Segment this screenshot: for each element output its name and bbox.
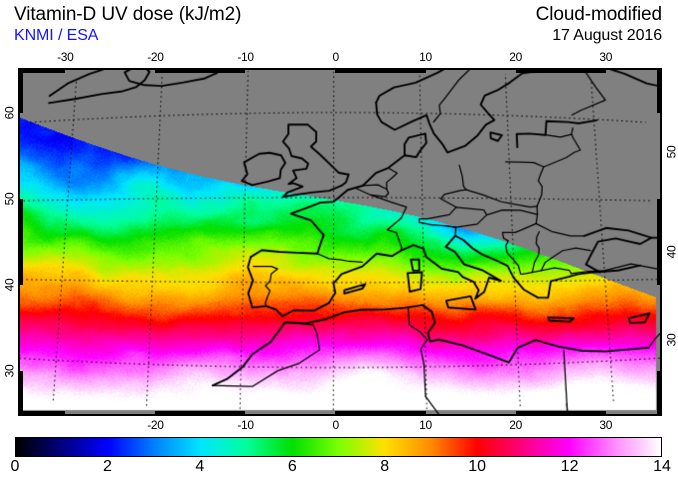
colorbar-ticklabel: 8 — [380, 458, 390, 475]
colorbar-ticklabel: 10 — [468, 458, 487, 475]
axis-tickmark — [657, 70, 662, 113]
axis-tickmark — [18, 70, 23, 113]
header-left-block: Vitamin-D UV dose (kJ/m2) KNMI / ESA — [14, 4, 241, 46]
axis-ticklabel: -10 — [237, 50, 254, 64]
axis-tickmark — [155, 68, 246, 73]
axis-tickmark — [657, 199, 662, 285]
uv-dose-heatmap — [20, 70, 660, 414]
header-right-block: Cloud-modified 17 August 2016 — [536, 4, 662, 46]
colorbar-ticklabel: 12 — [560, 458, 579, 475]
axis-ticklabel: -10 — [237, 418, 254, 432]
axis-tickmark — [335, 68, 426, 73]
page-title: Vitamin-D UV dose (kJ/m2) — [14, 4, 242, 25]
colorbar-ticklabel: 2 — [102, 458, 112, 475]
colorbar-ticklabels: 0 2 4 6 8 10 12 14 — [11, 457, 671, 479]
axis-ticklabel: 50 — [1, 192, 16, 206]
axis-ticklabel: 50 — [663, 145, 678, 159]
axis-tickmark — [515, 68, 606, 73]
axis-tickmark — [155, 411, 246, 416]
axis-ticklabel: 20 — [509, 418, 523, 432]
axis-tickmark — [515, 411, 606, 416]
axis-tickmark — [20, 411, 66, 416]
colorbar-ticklabel: 0 — [10, 458, 20, 475]
colorbar-ticklabel: 6 — [287, 458, 297, 475]
axis-tickmark — [20, 68, 66, 73]
axis-ticklabel: -20 — [147, 50, 164, 64]
colorbar-ticklabel: 14 — [653, 458, 671, 475]
axis-tickmark — [657, 371, 662, 414]
colorbar-legend: 0 2 4 6 8 10 12 14 — [11, 437, 671, 479]
axis-ticklabel: -20 — [147, 418, 164, 432]
axis-ticklabel: 60 — [1, 106, 16, 120]
axis-ticklabel: -30 — [57, 50, 74, 64]
axis-ticklabel: 30 — [599, 50, 613, 64]
axis-ticklabel: 30 — [1, 364, 16, 378]
colorbar-ticklabel: 4 — [195, 458, 205, 475]
axis-ticklabel: 40 — [663, 245, 678, 259]
agency-label: KNMI / ESA — [14, 27, 99, 44]
map-plot-area — [18, 68, 662, 416]
axis-tickmark — [335, 411, 426, 416]
axis-tickmark — [18, 199, 23, 285]
product-label: Cloud-modified — [535, 4, 662, 25]
axis-ticklabel: 30 — [599, 418, 613, 432]
axis-ticklabel: 30 — [663, 333, 678, 347]
axis-ticklabel: 0 — [332, 418, 339, 432]
axis-ticklabel: 20 — [509, 50, 523, 64]
colorbar-gradient — [15, 437, 662, 457]
axis-ticklabel: 40 — [1, 278, 16, 292]
axis-ticklabel: 10 — [419, 50, 432, 64]
axis-ticklabel: 0 — [332, 50, 339, 64]
axis-ticklabel: 10 — [419, 418, 432, 432]
date-label: 17 August 2016 — [552, 27, 662, 44]
axis-tickmark — [18, 371, 23, 414]
